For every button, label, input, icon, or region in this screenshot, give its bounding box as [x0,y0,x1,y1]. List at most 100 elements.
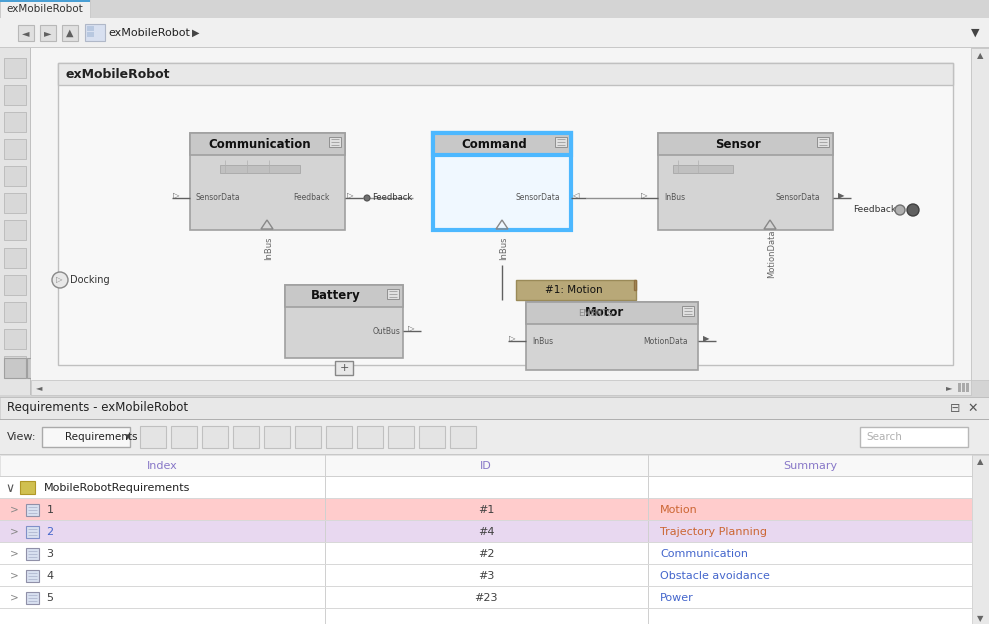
Bar [0,47,989,48]
Text: +: + [339,363,349,373]
Bar [658,133,833,155]
Text: MotionData: MotionData [767,230,776,278]
Text: 3: 3 [46,549,53,559]
Bar [0,397,989,624]
Circle shape [364,195,370,201]
Bar [171,426,197,448]
Text: ▲: ▲ [977,52,983,61]
Bar [335,361,353,375]
Bar [648,455,649,624]
Text: ◄: ◄ [22,28,30,38]
Text: InBus: InBus [664,193,685,203]
Bar [329,137,341,147]
Text: Communication: Communication [660,549,748,559]
Bar [0,397,989,398]
Bar [0,587,972,609]
Text: Battery: Battery [312,290,361,303]
Bar [966,383,969,392]
Bar [4,193,26,213]
Bar [433,133,571,155]
Bar [87,26,94,31]
Bar [26,592,39,604]
Bar [0,420,989,454]
Text: OutBus: OutBus [373,326,401,336]
Bar [0,565,972,587]
Bar [0,542,972,543]
Text: ID: ID [480,461,492,471]
Text: Motor: Motor [584,306,624,319]
Bar [285,285,403,307]
Bar [0,477,972,499]
Text: Command: Command [461,137,527,150]
Bar [0,586,972,587]
Bar [0,18,989,48]
Text: SensorData: SensorData [196,193,240,203]
Text: ∨: ∨ [5,482,15,494]
Bar [555,137,567,147]
Text: #1: #1 [478,505,494,515]
Bar [817,137,829,147]
Text: 1: 1 [46,505,53,515]
Bar [962,383,965,392]
Bar [419,426,445,448]
Text: InBus: InBus [264,236,274,260]
Bar [26,526,39,538]
Text: exMobileRobot: exMobileRobot [6,4,83,14]
Bar [285,285,403,358]
Text: Feedback: Feedback [853,205,896,215]
Bar [0,0,90,18]
Text: exMobileRobot: exMobileRobot [108,28,190,38]
Bar [682,306,694,316]
Text: 2: 2 [46,527,53,537]
Text: >: > [10,571,19,581]
Text: MobileRobotRequirements: MobileRobotRequirements [44,483,190,493]
Bar [4,356,26,376]
Text: EMENTS: EMENTS [578,308,612,318]
Bar [26,570,39,582]
Text: Search: Search [866,432,902,442]
Text: SensorData: SensorData [516,193,561,203]
Text: MotionData: MotionData [643,336,687,346]
Bar [0,48,30,395]
Text: Sensor: Sensor [715,137,761,150]
Bar [4,85,26,105]
Text: Obstacle avoidance: Obstacle avoidance [660,571,769,581]
Text: Requirements: Requirements [65,432,137,442]
Bar [0,0,90,2]
Text: ▷: ▷ [641,192,647,200]
Bar [357,426,383,448]
Bar [42,427,130,447]
Bar [264,426,290,448]
Bar [26,504,39,516]
Text: exMobileRobot: exMobileRobot [66,67,170,80]
Text: ▷: ▷ [173,192,179,200]
Bar [4,275,26,295]
Text: #23: #23 [475,593,497,603]
Bar [4,166,26,186]
Bar [0,0,989,18]
Text: Communication: Communication [209,137,311,150]
Text: Requirements - exMobileRobot: Requirements - exMobileRobot [7,401,188,414]
Bar [0,419,989,420]
Bar [0,498,972,499]
Bar [0,608,972,609]
Text: 5: 5 [46,593,53,603]
Text: View:: View: [7,432,37,442]
Text: ▶: ▶ [703,334,709,343]
Circle shape [907,204,919,216]
Bar [31,48,971,395]
Bar [0,397,989,419]
Text: ►: ► [945,384,952,392]
Bar [26,548,39,560]
Bar [4,58,26,78]
Bar [325,455,326,624]
Text: Index: Index [146,461,177,471]
Bar [190,133,345,230]
Text: ✕: ✕ [968,401,978,414]
Circle shape [895,205,905,215]
Text: InBus: InBus [532,336,553,346]
Bar [326,426,352,448]
Text: ▷: ▷ [508,334,515,343]
Bar [388,426,414,448]
Bar [202,426,228,448]
